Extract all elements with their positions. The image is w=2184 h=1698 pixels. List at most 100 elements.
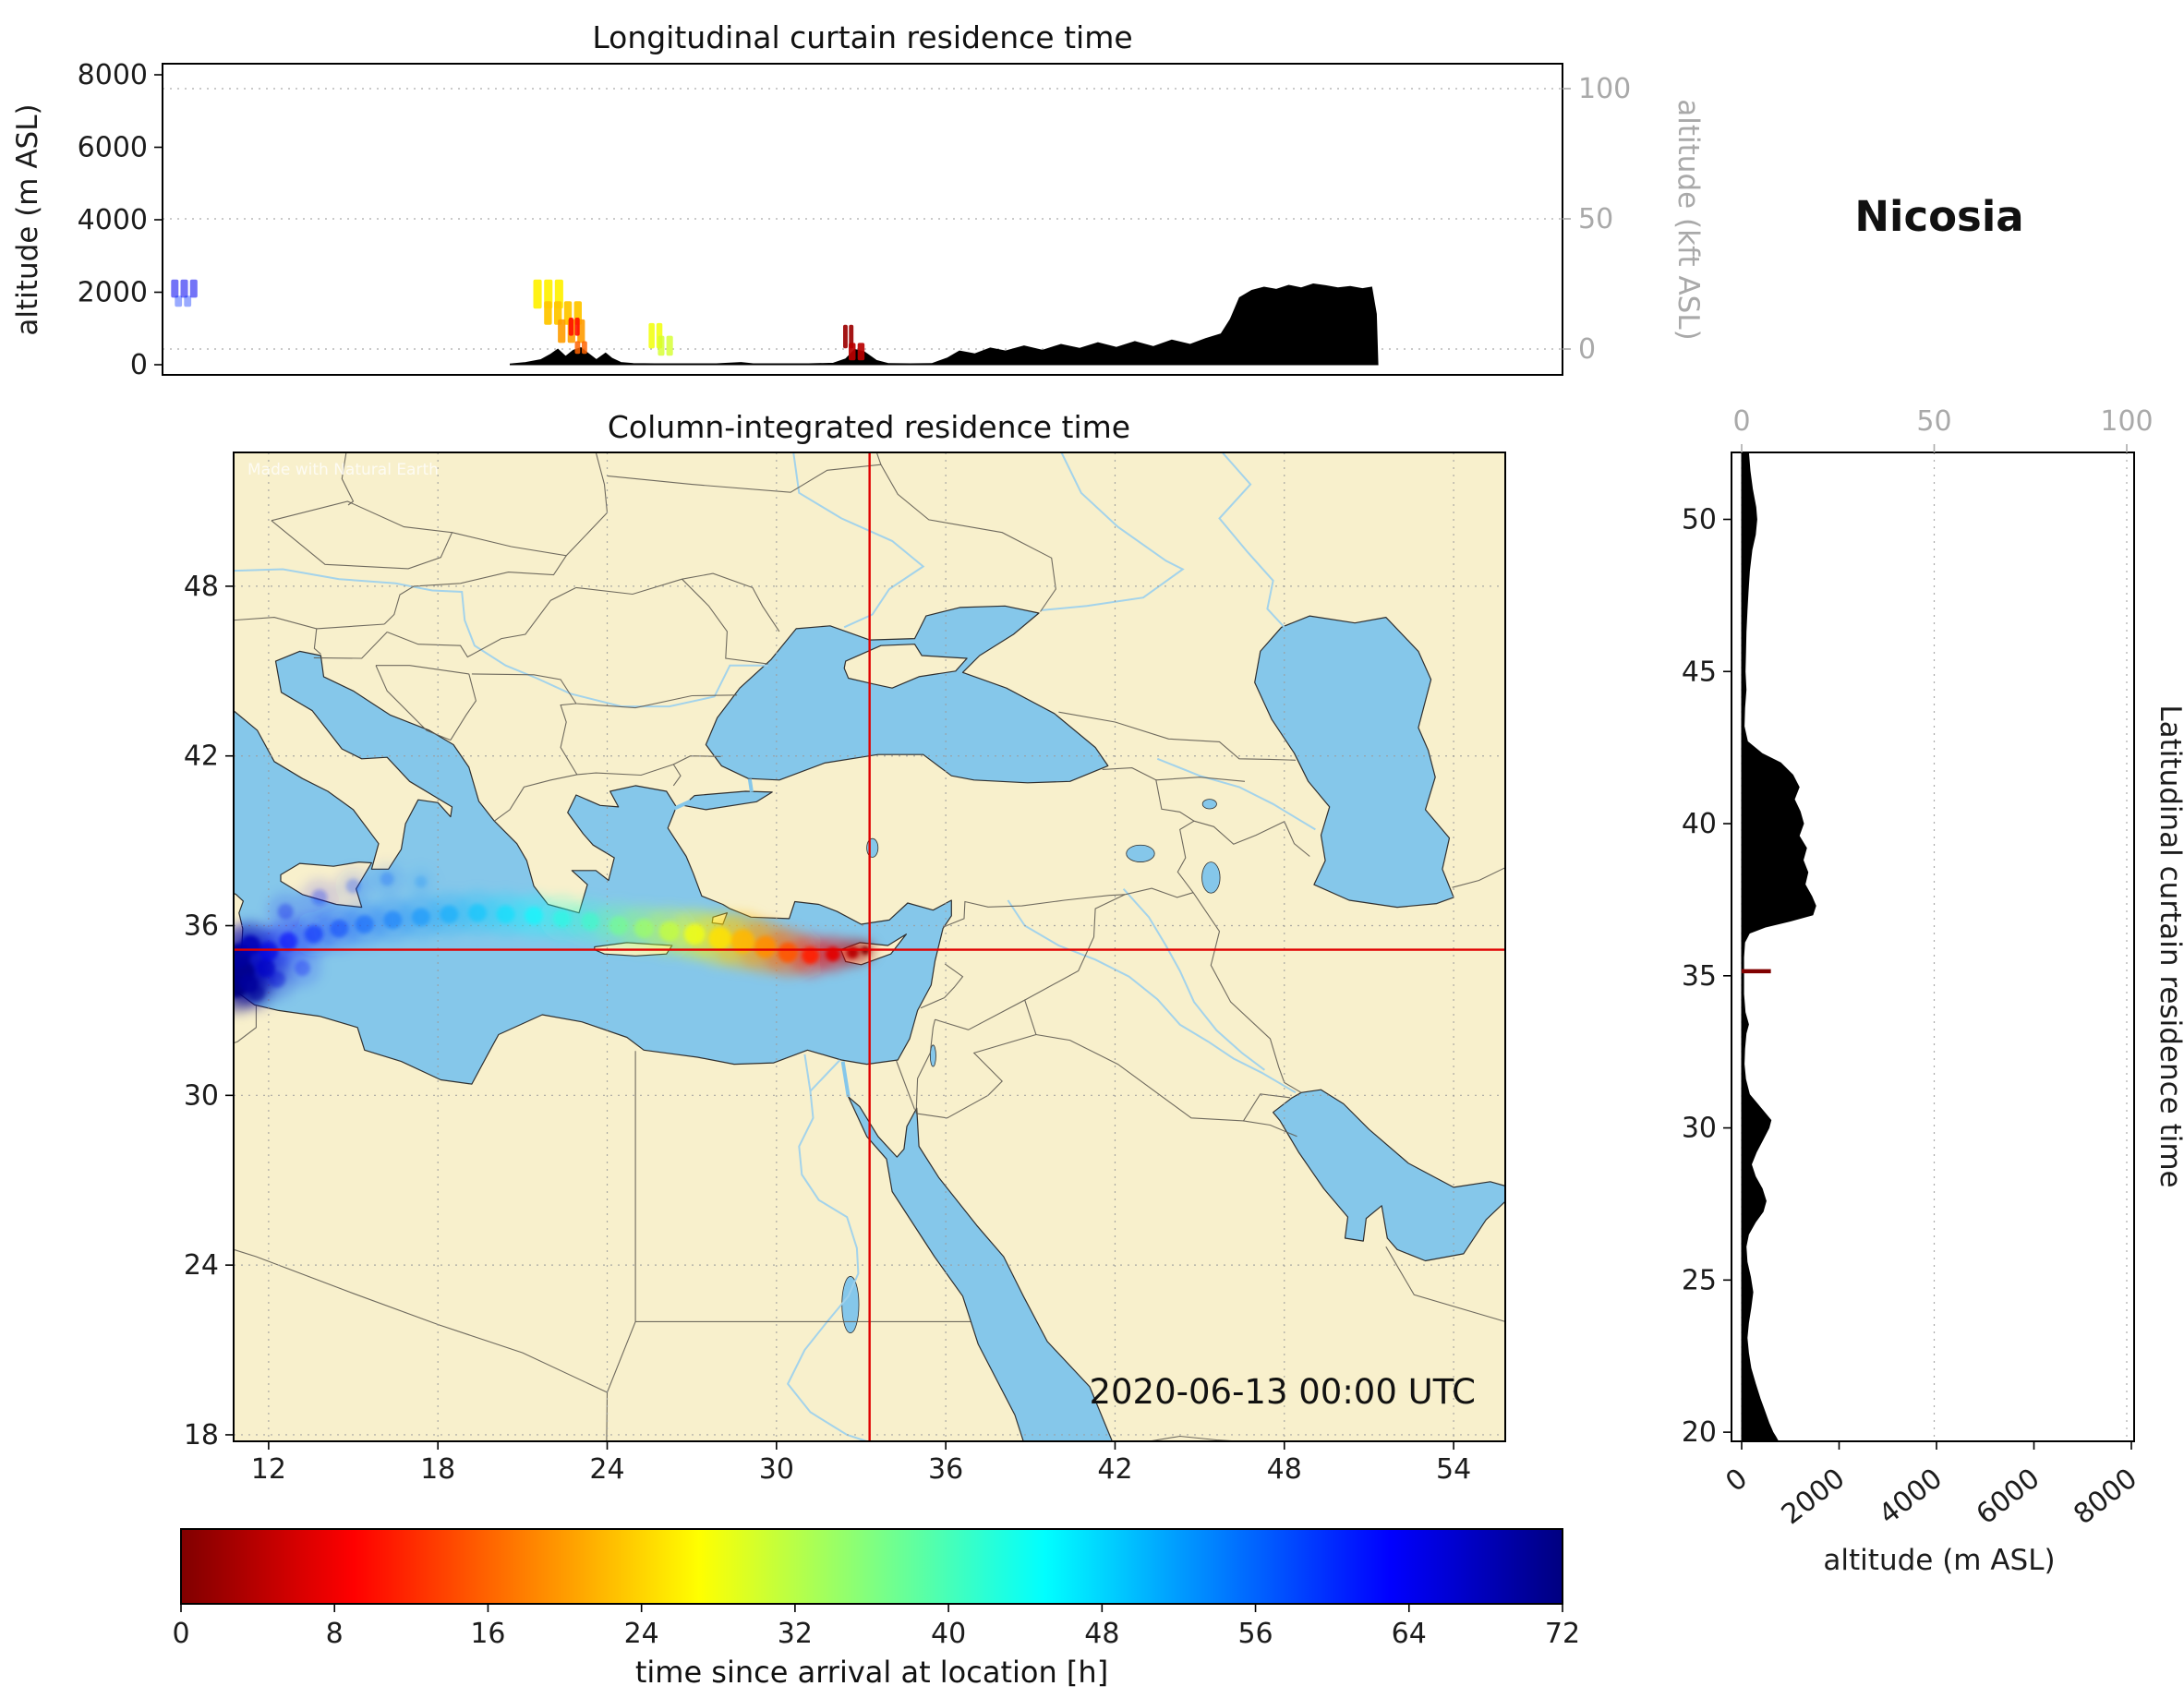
ytick-lat-label: 35 [1682,960,1717,993]
xtick-m-label: 4000 [1873,1463,1949,1532]
residence-patch [171,279,179,298]
plume-point [609,916,629,935]
river [1007,899,1297,1094]
sea-marmara [682,790,773,811]
xtick-lon-label: 24 [589,1453,624,1486]
xtick-lon-label: 18 [420,1453,455,1486]
country-border [341,452,355,506]
longitudinal-curtain-title: Longitudinal curtain residence time [592,19,1132,55]
country-border [234,617,385,630]
country-border [920,997,945,1009]
country-border [915,1019,936,1114]
ytick-lat-label: 30 [184,1079,219,1112]
country-border [1385,1246,1505,1322]
xtick-lon-label: 54 [1436,1453,1471,1486]
plume-point [380,872,394,886]
plume-point [754,935,777,958]
colorbar-gradient [180,1528,1563,1605]
xtick-kft-label: 0 [1732,405,1750,438]
country-border [607,464,881,493]
residence-patch [184,295,192,307]
plume-point [304,924,323,944]
country-border [493,774,577,822]
country-border [875,452,1056,612]
latitudinal-curtain-panel: 20 25 30 35 40 45 50 0 2000 4000 6000 8000 0 50 100 [1682,405,2154,1531]
sea-caspian [1254,615,1454,909]
island-crimea [843,644,968,689]
ytick-lat-label: 25 [1682,1264,1717,1296]
plume-point [269,970,286,988]
plume-point [383,910,403,930]
ytick-kft-label: 50 [1578,203,1613,235]
residence-patch [554,301,562,325]
ytick-m-label: 4000 [78,204,148,236]
residence-patch [582,341,587,355]
map-attribution: Made with Natural Earth [247,461,439,479]
station-title: Nicosia [1854,192,2023,241]
plume-point [355,915,374,933]
ytick-lat-label: 18 [184,1419,219,1451]
river [792,452,925,629]
ytick-lat-label: 20 [1682,1416,1717,1449]
plume-point [633,919,654,939]
plume-point [581,911,600,931]
sea-persiangulf [1273,1089,1505,1262]
ytick-m-label: 8000 [78,59,148,91]
country-border [1155,777,1246,782]
residence-patch [648,322,655,349]
country-border [376,665,469,675]
xtick-lon-label: 30 [759,1453,794,1486]
sea-redsea [848,1096,1113,1441]
plume-point [708,926,732,950]
country-border [271,500,453,570]
residence-patch [849,324,854,349]
country-border [575,578,682,596]
right-panel-frame [1731,452,2135,1442]
residence-patch [666,335,673,356]
country-border [1024,894,1126,1001]
strait [840,1061,851,1098]
country-border [595,452,609,513]
ytick-m-label: 0 [130,349,148,381]
plume-point [468,903,487,922]
residence-patch [544,301,552,325]
river [1218,452,1285,628]
map-datetime: 2020-06-13 00:00 UTC [1089,1372,1476,1412]
plume-point [496,905,515,924]
plume-point [802,946,819,965]
plume-point [525,906,544,925]
residence-patch [189,279,198,298]
river [1122,888,1266,1071]
country-border [1452,867,1505,888]
country-border [386,586,577,658]
plume-point [259,941,279,961]
residence-patch [843,324,848,349]
residence-patch [533,279,542,309]
plume-point [683,923,706,945]
residence-patch [180,279,188,298]
country-border [383,555,567,625]
ytick-kft-label: 100 [1578,73,1631,105]
latitudinal-curtain-title: Latitudinal curtain residence time [2154,704,2184,1187]
strait [673,799,692,811]
residence-patch [574,318,580,336]
colorbar-tick-label: 56 [1237,1618,1273,1650]
xtick-m-label: 0 [1719,1463,1754,1499]
colorbar-tick-label: 32 [778,1618,813,1650]
top-left-axis-label: altitude (m ASL) [11,103,44,335]
plume-point [249,986,265,1001]
country-border [1125,887,1194,898]
country-border [576,764,674,777]
plume-point [730,929,755,954]
xtick-lon-label: 12 [251,1453,286,1486]
plume-point [440,905,459,924]
lake [866,837,879,858]
river [234,568,768,708]
terrain-silhouette [510,283,1379,366]
ytick-kft-label: 0 [1578,333,1596,366]
residence-patch [658,335,665,356]
map-clip-group [234,452,1505,1441]
terrain-silhouette [1741,452,1816,1442]
lake [841,1276,860,1334]
